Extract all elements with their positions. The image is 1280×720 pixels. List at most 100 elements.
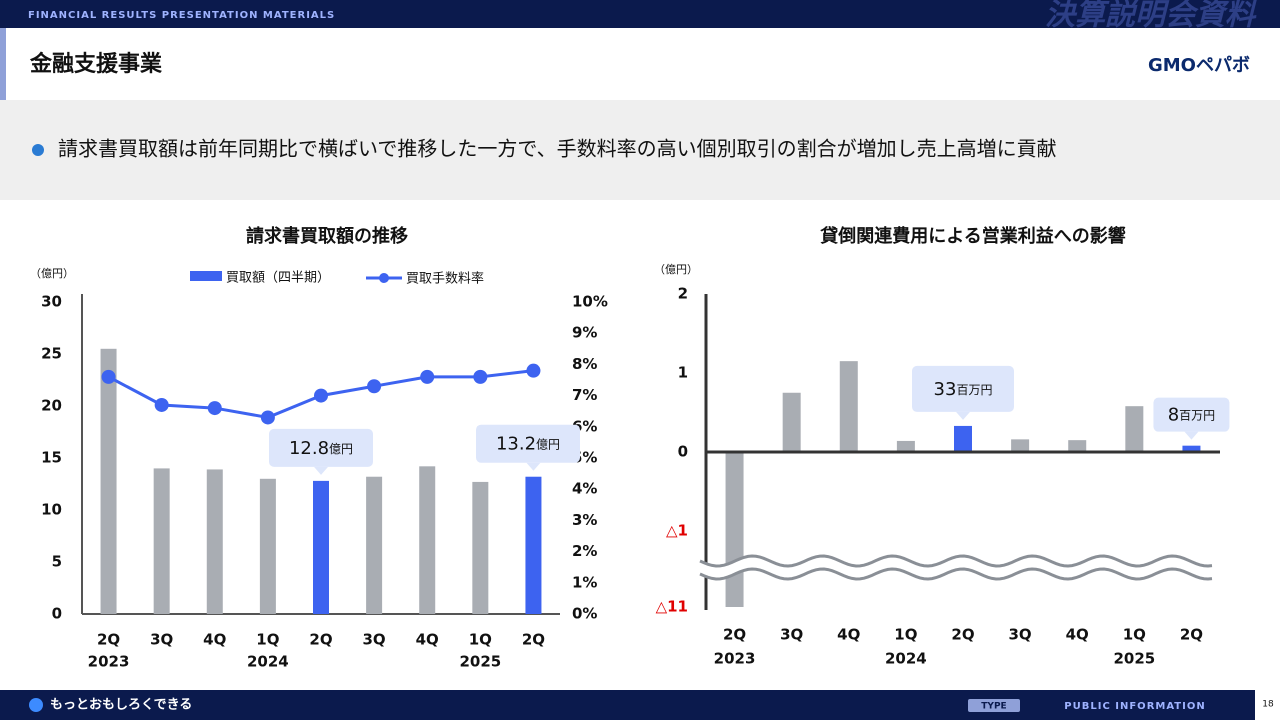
y2-tick-label: 7% — [572, 386, 597, 404]
y-tick-label: 30 — [41, 293, 62, 311]
year-label: 2025 — [459, 653, 501, 671]
summary: 請求書買取額は前年同期比で横ばいで推移した一方で、手数料率の高い個別取引の割合が… — [58, 137, 1057, 161]
page-number: 18 — [1262, 700, 1274, 710]
y-tick-label: 5 — [52, 553, 62, 571]
bullet — [32, 144, 44, 156]
type: PUBLIC INFORMATION — [1064, 701, 1205, 712]
callout-pointer — [526, 462, 541, 471]
footer-dot — [29, 698, 43, 712]
value-label: 12.8億円 — [289, 438, 353, 459]
year-label: 2023 — [88, 653, 130, 671]
callout-box — [476, 424, 580, 463]
bar — [1125, 406, 1144, 452]
bar — [896, 440, 915, 452]
legend-marker — [379, 273, 389, 283]
legend-label: 買取手数料率 — [406, 271, 484, 287]
bar — [1068, 440, 1087, 452]
footer-bar — [0, 690, 1255, 720]
y-tick-label: 20 — [41, 397, 62, 415]
rate-point — [420, 369, 435, 384]
top-bar — [0, 0, 1280, 28]
y2-tick-label: 2% — [572, 542, 597, 560]
y2-tick-label: 0% — [572, 605, 597, 623]
year-label: 2024 — [247, 653, 289, 671]
y-tick-label: △11 — [656, 598, 688, 616]
y-tick-label: △1 — [666, 522, 688, 540]
bar — [839, 361, 858, 452]
callout-pointer — [1184, 431, 1199, 440]
break-line — [699, 567, 1213, 581]
value-label-number: 12.8 — [289, 438, 329, 459]
rate-point — [260, 410, 275, 425]
value-label: 13.2億円 — [496, 434, 560, 455]
x-tick-label: 4Q — [1066, 626, 1089, 644]
y2-tick-label: 4% — [572, 480, 597, 498]
callout-box — [1153, 397, 1230, 432]
year-label: 2025 — [1113, 650, 1155, 668]
rate-point — [367, 379, 382, 394]
page-title: 金融支援事業 — [29, 51, 163, 77]
x-tick-label: 1Q — [1123, 626, 1146, 644]
y2-tick-label: 3% — [572, 511, 597, 529]
callout-pointer — [314, 466, 328, 475]
value-label: 33百万円 — [934, 379, 993, 400]
legend-label: 買取額（四半期） — [226, 271, 330, 286]
x-tick-label: 1Q — [469, 631, 492, 649]
bar — [313, 480, 329, 614]
callout-box — [912, 365, 1014, 412]
y-axis-label: （億円） — [30, 267, 74, 280]
rate-point — [526, 363, 541, 378]
x-tick-label: 4Q — [203, 631, 226, 649]
y2-tick-label: 8% — [572, 355, 597, 373]
callout-pointer — [956, 411, 970, 420]
bar — [206, 469, 223, 614]
bar — [366, 476, 383, 614]
bar — [100, 348, 117, 614]
bar — [259, 478, 276, 614]
bar — [725, 452, 744, 607]
y-tick-label: 15 — [41, 449, 62, 467]
y-tick-label: 0 — [52, 605, 62, 623]
bar — [1182, 445, 1201, 452]
value-label-unit: 億円 — [536, 437, 560, 451]
chart-title: 請求書買取額の推移 — [246, 225, 408, 247]
legend-swatch — [190, 271, 222, 281]
y-tick-label: 2 — [678, 285, 688, 303]
type-box — [968, 699, 1020, 712]
y-tick-label: 1 — [678, 364, 688, 382]
value-label-unit: 百万円 — [956, 382, 992, 396]
y-tick-label: 0 — [678, 443, 688, 461]
callout-box — [269, 428, 373, 467]
y2-tick-label: 1% — [572, 573, 597, 591]
bar — [1011, 439, 1030, 452]
type-label: TYPE — [981, 702, 1006, 712]
value-label-number: 33 — [934, 379, 957, 400]
x-tick-label: 4Q — [837, 626, 860, 644]
year-label: 2023 — [714, 650, 756, 668]
x-tick-label: 2Q — [309, 631, 332, 649]
rate-point — [314, 388, 328, 403]
bar — [472, 481, 489, 614]
y-tick-label: 10 — [41, 501, 62, 519]
x-tick-label: 1Q — [256, 631, 279, 649]
value-label: 8百万円 — [1168, 405, 1215, 426]
summary-band — [0, 100, 1280, 200]
x-tick-label: 2Q — [522, 631, 545, 649]
chart-title: 貸倒関連費用による営業利益への影響 — [820, 225, 1125, 247]
rate-point — [101, 369, 116, 384]
tagline: もっとおもしろくできる — [50, 698, 192, 713]
x-tick-label: 2Q — [951, 626, 974, 644]
break-line — [699, 554, 1213, 568]
rate-point — [473, 369, 488, 384]
x-tick-label: 2Q — [97, 631, 120, 649]
y-tick-label: 25 — [41, 345, 62, 363]
bar — [782, 392, 801, 452]
x-tick-label: 3Q — [150, 631, 173, 649]
banner-title: 決算説明会資料 — [1045, 0, 1258, 33]
bar — [419, 466, 436, 614]
y2-tick-label: 10% — [572, 293, 608, 311]
y2-tick-label: 9% — [572, 324, 597, 342]
x-tick-label: 4Q — [416, 631, 439, 649]
rate-point — [207, 401, 222, 416]
value-label-unit: 億円 — [329, 441, 353, 455]
